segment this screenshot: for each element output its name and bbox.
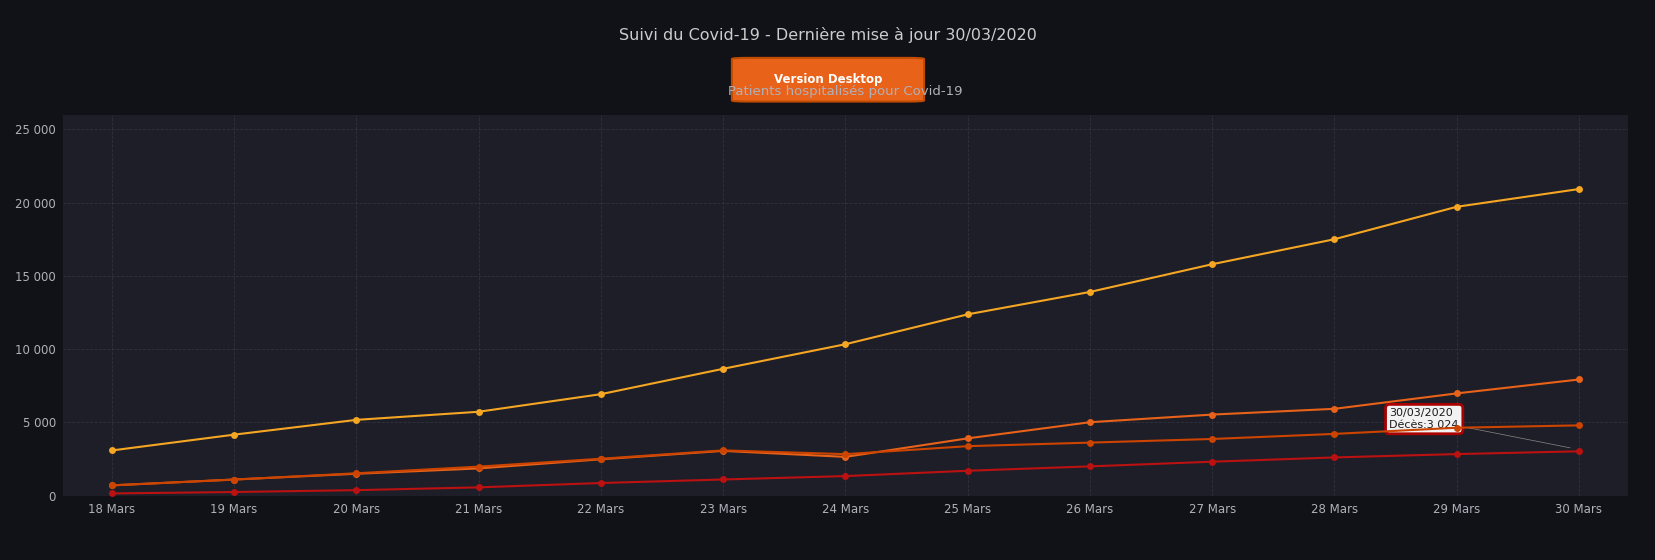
Text: Suivi du Covid-19 - Dernière mise à jour 30/03/2020: Suivi du Covid-19 - Dernière mise à jour… bbox=[619, 27, 1036, 43]
Text: Patients hospitalisés pour Covid-19: Patients hospitalisés pour Covid-19 bbox=[728, 85, 962, 97]
Legend: Hospitalisations, Retours au dom., Réanimations, Décès: Hospitalisations, Retours au dom., Réani… bbox=[584, 556, 1106, 560]
FancyBboxPatch shape bbox=[732, 58, 923, 101]
Text: Version Desktop: Version Desktop bbox=[773, 73, 882, 86]
Text: 30/03/2020
Décès:3 024: 30/03/2020 Décès:3 024 bbox=[1389, 408, 1569, 448]
